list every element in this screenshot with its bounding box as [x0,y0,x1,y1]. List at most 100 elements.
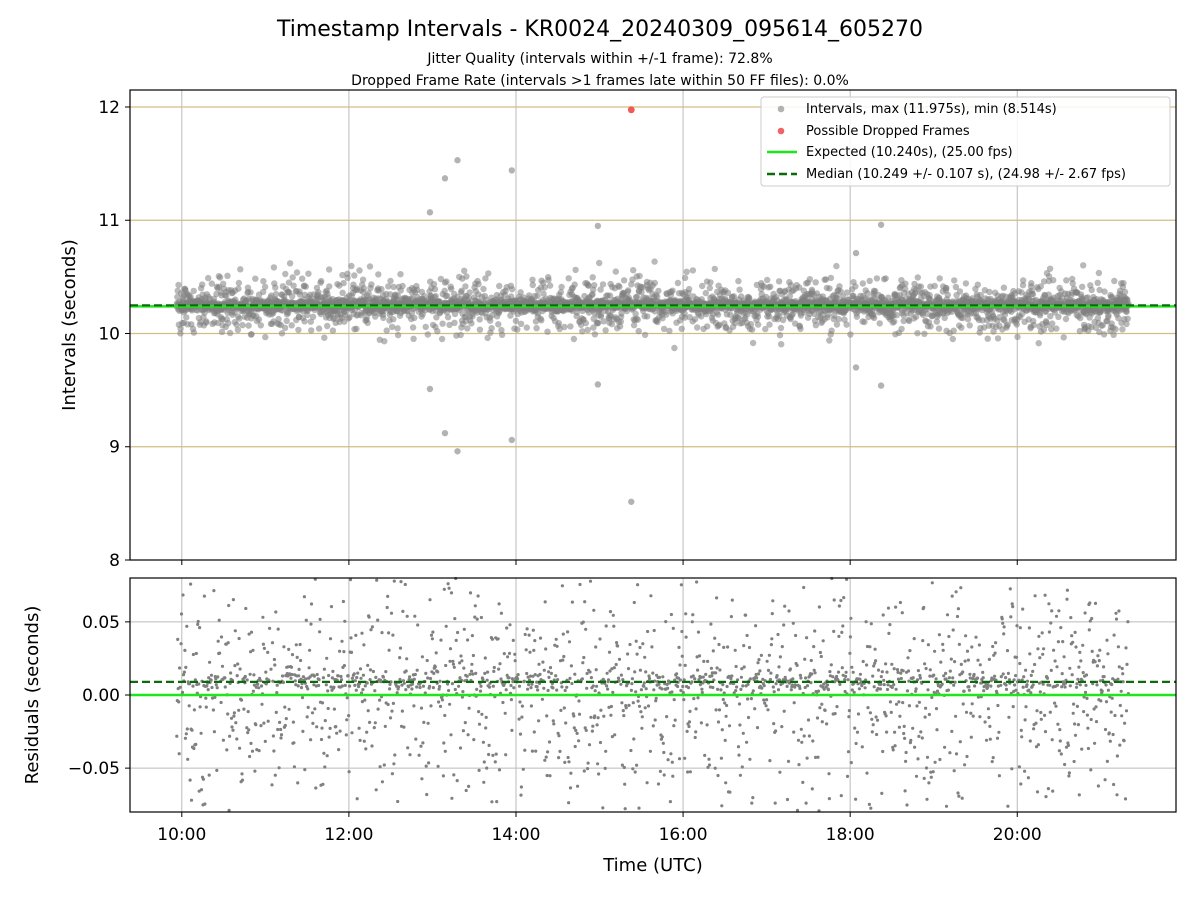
residual-point [502,652,506,656]
interval-point [375,271,382,278]
residual-point [418,685,422,690]
interval-point [475,281,482,288]
residual-point [591,724,595,728]
residual-point [432,671,436,676]
residual-point [517,684,522,688]
residual-point [320,701,325,705]
residual-point [629,748,633,753]
residual-point [338,649,342,653]
residual-point [347,714,351,718]
residual-point [492,665,496,670]
residual-point [433,665,437,669]
residual-point [340,639,344,643]
chart-subtitle-jitter: Jitter Quality (intervals within +/-1 fr… [426,51,772,67]
residual-point [303,768,307,772]
residual-point [233,629,237,633]
residual-point [495,800,499,804]
interval-point [255,316,263,323]
interval-point [302,283,309,290]
residual-point [569,664,574,668]
interval-outlier-6 [877,221,885,228]
residual-point [336,674,340,678]
residual-point [226,641,230,645]
residual-point [393,753,397,757]
residual-point [417,753,421,757]
residual-point [315,672,319,677]
residual-point [622,714,626,718]
interval-point [498,331,506,338]
residual-point [551,719,555,723]
residual-point [587,743,592,747]
residual-point [548,774,552,778]
residual-point [355,797,359,801]
interval-point [567,323,574,330]
residual-point [497,768,502,772]
legend-median-label: Median (10.249 +/- 0.107 s), (24.98 +/- … [806,167,1126,182]
interval-point [315,289,322,296]
residual-point [212,730,216,734]
residual-point [201,777,205,781]
residual-point [412,704,416,708]
interval-point [699,282,706,290]
residual-point [341,599,345,604]
residual-point [311,721,315,726]
residual-point [516,677,520,681]
residual-point [464,788,468,793]
interval-point [806,276,813,283]
interval-point [288,322,295,329]
residual-point [612,666,616,670]
residual-point [588,579,593,583]
interval-point [835,315,842,323]
residual-point [192,708,196,712]
residual-point [374,675,378,680]
interval-point [293,269,301,276]
legend-dropped-label: Possible Dropped Frames [806,124,970,139]
residual-point [324,683,328,687]
residual-point [343,683,347,688]
interval-point [1020,277,1027,284]
residual-point [385,605,389,610]
residual-point [262,721,266,725]
interval-point [833,262,840,270]
interval-point [409,324,417,331]
residual-point [595,684,599,688]
residual-point [481,740,485,744]
interval-point [363,314,370,321]
residual-point [452,665,456,669]
interval-point [410,335,417,342]
residual-point [499,611,503,615]
residual-point [317,683,321,688]
residual-point [494,752,498,756]
residual-point [389,611,394,615]
residual-point [468,672,472,676]
residual-point [304,677,308,681]
residual-point [363,684,367,688]
residual-point [373,689,377,693]
residual-point [362,739,366,743]
interval-point [476,326,484,333]
residual-point [557,756,561,760]
interval-point [431,286,439,293]
interval-point [950,327,957,334]
residual-point [619,682,623,686]
residual-point [223,676,227,680]
interval-point [270,264,278,271]
residual-point [238,667,242,671]
residual-point [578,582,582,587]
residual-point [518,732,523,736]
interval-point [1123,320,1130,328]
residual-point [237,708,241,712]
residual-point [606,687,610,691]
interval-point [278,330,286,337]
residual-point [325,754,329,758]
interval-point [208,280,215,287]
interval-point [827,274,835,282]
interval-point [301,318,308,325]
interval-point [766,321,773,328]
residual-point [594,645,598,649]
residual-point [315,725,319,729]
residual-point [421,741,425,745]
residual-point [605,671,609,675]
residual-point [540,697,545,701]
residual-point [415,685,419,689]
